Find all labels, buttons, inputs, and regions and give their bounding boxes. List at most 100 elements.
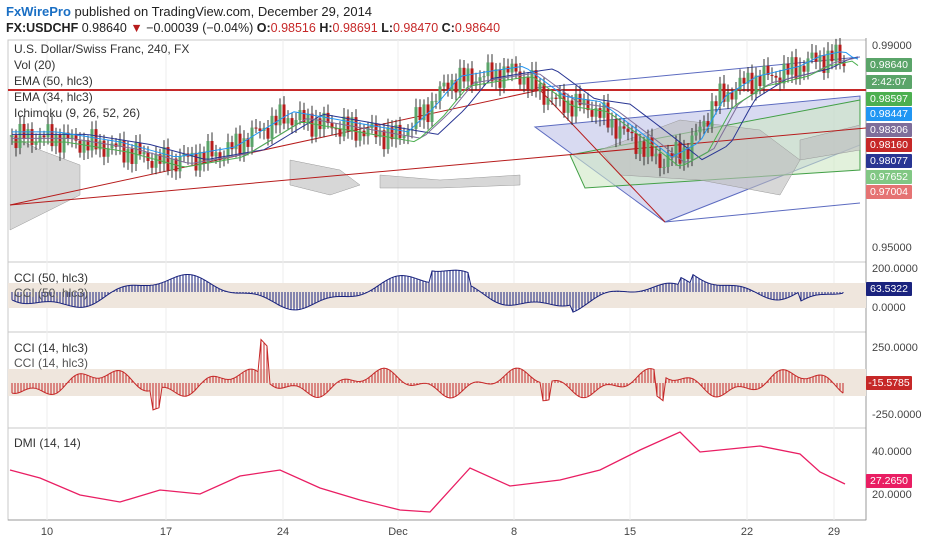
candle-body-65	[270, 115, 274, 139]
ichimoku-cloud-2	[379, 174, 521, 189]
down-arrow-icon: ▼	[130, 21, 143, 35]
candle-body-139	[566, 100, 570, 113]
dmi-value-tag: 27.2650	[866, 474, 912, 488]
brand-name[interactable]: FxWirePro	[6, 4, 71, 19]
candle-body-21	[94, 129, 98, 150]
candle-body-183	[742, 77, 746, 84]
candle-body-116	[474, 81, 478, 86]
candle-body-179	[726, 92, 730, 102]
candle-body-200	[810, 52, 814, 59]
candle-body-207	[838, 44, 842, 64]
candle-body-203	[822, 55, 826, 73]
candle-body-68	[282, 104, 286, 124]
candle-body-75	[310, 113, 314, 137]
ema34-label[interactable]: EMA (34, hlc3)	[14, 90, 93, 104]
ema50-label[interactable]: EMA (50, hlc3)	[14, 74, 93, 88]
candle-body-106	[434, 100, 438, 102]
symbol[interactable]: FX:USDCHF	[6, 21, 79, 35]
trend-line-down	[539, 89, 666, 223]
candle-body-85	[350, 117, 354, 132]
candle-body-147	[598, 108, 602, 118]
price-tag-1: 2:42:07	[866, 75, 912, 89]
candle-body-158	[642, 141, 646, 157]
cci50-label[interactable]: CCI (50, hlc3)	[14, 271, 89, 285]
dmi-tick-bottom: 20.0000	[872, 489, 912, 501]
x-tick-24: 24	[276, 526, 290, 538]
trend-line-mid	[9, 127, 867, 206]
candle-body-133	[542, 83, 546, 105]
candle-body-97	[398, 124, 402, 139]
candle-body-120	[490, 62, 494, 82]
candle-body-103	[422, 104, 426, 121]
candle-body-20	[90, 129, 94, 151]
candle-body-26	[114, 143, 118, 147]
candle-body-55	[230, 142, 234, 150]
vol-label[interactable]: Vol (20)	[14, 58, 56, 72]
candle-body-118	[482, 76, 486, 78]
candle-body-83	[342, 116, 346, 137]
dmi-label[interactable]: DMI (14, 14)	[14, 436, 81, 450]
ichimoku-label[interactable]: Ichimoku (9, 26, 52, 26)	[14, 106, 141, 120]
candle-body-128	[522, 77, 526, 85]
candle-body-181	[734, 89, 738, 100]
cci14-label[interactable]: CCI (14, hlc3)	[14, 341, 89, 355]
cci50-line	[11, 269, 844, 313]
candle-body-113	[462, 67, 466, 82]
candle-body-168	[682, 147, 686, 164]
chart-canvas[interactable]	[0, 38, 932, 550]
candle-body-115	[470, 68, 474, 86]
candle-body-141	[574, 93, 578, 117]
candle-body-86	[354, 117, 358, 141]
kijun-line	[12, 60, 859, 168]
candle-body-53	[222, 158, 226, 160]
candle-body-42	[178, 156, 182, 172]
candle-body-24	[106, 148, 110, 157]
candle-body-135	[550, 97, 554, 99]
candle-body-159	[646, 137, 650, 157]
candle-body-190	[770, 74, 774, 76]
candle-body-201	[814, 52, 818, 62]
candle-body-51	[214, 152, 218, 157]
cci50-tick-top: 200.0000	[872, 263, 918, 275]
candle-body-157	[638, 141, 642, 154]
candle-body-17	[78, 140, 82, 153]
candle-body-202	[818, 55, 822, 62]
cci14-label-2[interactable]: CCI (14, hlc3)	[14, 356, 89, 370]
candle-body-107	[438, 86, 442, 101]
candle-body-92	[378, 130, 382, 138]
candle-body-143	[582, 99, 586, 106]
candle-body-31	[134, 142, 138, 164]
high-label: H:	[319, 21, 333, 35]
candle-body-163	[662, 166, 666, 168]
candle-body-10	[50, 124, 54, 147]
open-value: 0.98516	[270, 21, 316, 35]
x-tick-dec: Dec	[388, 526, 408, 538]
cci50-tick-bottom: 0.0000	[872, 302, 906, 314]
candle-body-121	[494, 69, 498, 82]
candle-body-37	[158, 154, 162, 164]
candle-body-186	[754, 75, 758, 95]
instrument-title: U.S. Dollar/Swiss Franc, 240, FX	[14, 42, 190, 56]
candle-body-88	[362, 130, 366, 137]
candle-body-199	[806, 58, 810, 72]
candle-body-131	[534, 70, 538, 92]
candle-body-173	[702, 121, 706, 127]
candle-body-30	[130, 148, 134, 164]
candle-body-169	[686, 147, 690, 159]
candle-body-64	[266, 127, 270, 139]
candle-body-48	[202, 151, 206, 164]
dmi-line	[9, 431, 846, 513]
candle-body-66	[274, 115, 278, 126]
candle-body-180	[730, 92, 734, 100]
cci50-label-2[interactable]: CCI (50, hlc3)	[14, 286, 89, 300]
candle-body-166	[674, 142, 678, 158]
candle-body-32	[138, 142, 142, 155]
candle-body-96	[394, 124, 398, 140]
ichimoku-cloud-1	[289, 159, 361, 196]
candle-body-71	[294, 120, 298, 126]
x-tick-10: 10	[40, 526, 54, 538]
candle-body-33	[142, 152, 146, 155]
candle-body-123	[502, 66, 506, 88]
candle-body-193	[782, 63, 786, 84]
candle-body-196	[794, 57, 798, 79]
